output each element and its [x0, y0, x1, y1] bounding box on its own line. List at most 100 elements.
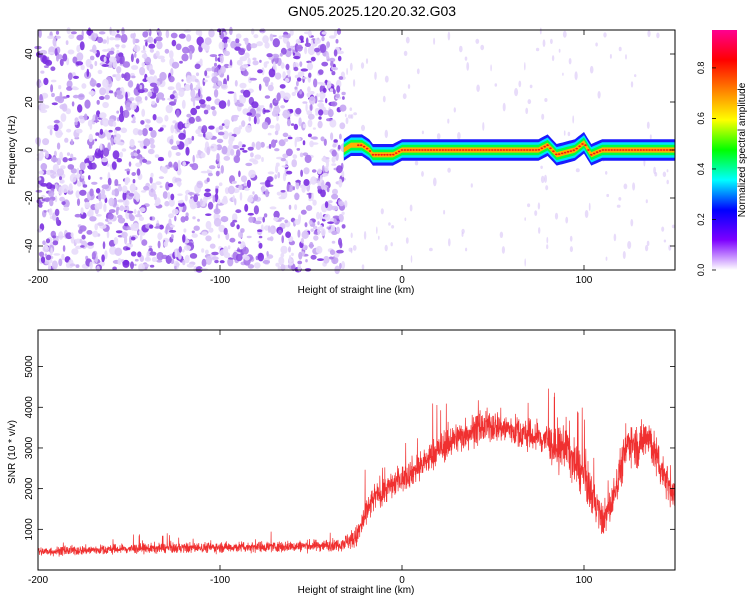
noise-blob [295, 180, 301, 183]
noise-blob [99, 112, 107, 119]
noise-blob [322, 155, 326, 162]
noise-blob [273, 217, 279, 221]
noise-blob [181, 99, 186, 109]
noise-speck [402, 93, 407, 100]
noise-speck [569, 235, 573, 242]
noise-blob [324, 201, 329, 209]
noise-blob [252, 60, 259, 66]
noise-blob [157, 240, 161, 249]
noise-blob [238, 241, 242, 244]
noise-blob [249, 77, 257, 81]
noise-blob [339, 262, 342, 270]
noise-blob [304, 154, 312, 164]
noise-blob [285, 148, 293, 157]
noise-blob [205, 213, 212, 216]
signal-core [397, 150, 401, 153]
noise-blob [278, 139, 286, 147]
noise-blob [154, 226, 161, 229]
noise-blob [86, 211, 92, 217]
noise-blob [113, 130, 117, 134]
noise-speck [562, 72, 564, 76]
noise-blob [218, 69, 222, 76]
noise-blob [102, 241, 106, 250]
noise-blob [288, 48, 292, 51]
noise-blob [139, 66, 146, 76]
noise-blob [159, 71, 167, 81]
noise-blob [307, 113, 315, 120]
noise-blob [217, 198, 221, 205]
colorbar: 0.0 0.2 0.4 0.6 0.8 Normalized spectral ampl… [696, 30, 748, 276]
noise-blob [165, 225, 168, 235]
noise-blob [305, 37, 309, 45]
noise-blob [233, 92, 237, 101]
noise-blob [205, 220, 212, 230]
noise-blob [261, 121, 269, 130]
noise-blob [223, 50, 230, 56]
noise-blob [332, 188, 338, 195]
noise-blob [50, 247, 53, 256]
noise-blob [144, 96, 148, 101]
noise-blob [264, 95, 271, 99]
noise-blob [47, 51, 55, 55]
noise-blob [261, 185, 265, 194]
noise-blob [141, 53, 148, 59]
noise-blob [177, 121, 184, 130]
noise-blob [339, 104, 347, 112]
noise-blob [116, 94, 124, 100]
noise-blob [146, 119, 151, 124]
noise-blob [333, 30, 338, 37]
noise-blob [332, 215, 340, 219]
noise-blob [148, 137, 155, 145]
noise-blob [329, 249, 336, 255]
noise-blob [114, 247, 123, 256]
noise-blob [116, 158, 123, 163]
noise-blob [168, 218, 172, 226]
noise-blob [131, 75, 136, 79]
noise-blob [274, 130, 279, 136]
noise-blob [156, 41, 163, 50]
signal-core [566, 150, 570, 153]
noise-blob [142, 31, 149, 38]
signal-core [642, 149, 645, 151]
noise-speck [501, 246, 505, 254]
noise-blob [234, 198, 237, 206]
noise-blob [130, 236, 136, 241]
noise-blob [167, 191, 171, 200]
noise-blob [97, 131, 106, 139]
signal-core [365, 147, 369, 150]
signal-core [575, 147, 578, 150]
noise-blob [135, 194, 140, 202]
noise-blob [283, 138, 289, 142]
noise-blob [246, 112, 253, 116]
noise-speck [524, 62, 526, 71]
noise-blob [106, 133, 111, 141]
noise-blob [288, 204, 292, 210]
signal-core [438, 149, 442, 151]
noise-blob [176, 181, 182, 187]
noise-blob [129, 183, 136, 193]
noise-blob [133, 208, 137, 215]
noise-blob [242, 70, 249, 77]
noise-blob [142, 128, 148, 137]
noise-blob [238, 184, 243, 190]
noise-blob [101, 254, 105, 263]
noise-speck [421, 171, 424, 177]
noise-blob [38, 29, 42, 38]
signal-core [622, 149, 625, 151]
signal-core [578, 145, 581, 148]
signal-core [543, 145, 546, 148]
noise-blob [91, 181, 98, 185]
noise-blob [217, 234, 221, 239]
noise-blob [104, 250, 108, 260]
noise-blob [76, 167, 80, 175]
noise-speck [588, 202, 591, 211]
signal-core [587, 149, 590, 151]
noise-blob [168, 213, 175, 219]
noise-blob [110, 30, 117, 36]
y-tick-label: 2000 [24, 477, 35, 500]
noise-speck [663, 239, 667, 243]
noise-blob [212, 85, 217, 89]
y-tick-label: 3000 [24, 436, 35, 459]
noise-blob [134, 214, 143, 218]
noise-blob [200, 170, 208, 174]
